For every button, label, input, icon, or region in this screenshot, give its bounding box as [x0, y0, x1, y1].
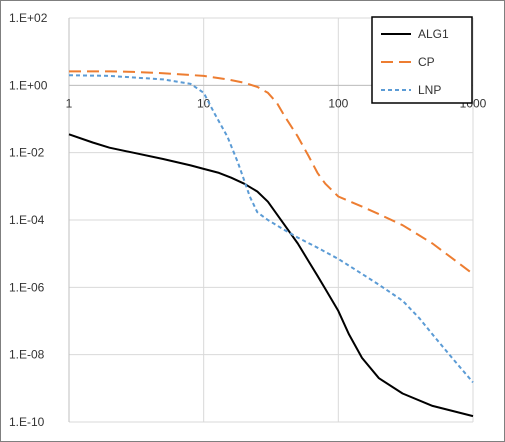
y-tick-label: 1.E-04 — [9, 213, 45, 227]
legend: ALG1 CP LNP — [371, 16, 473, 104]
y-tick-label: 1.E-10 — [9, 415, 45, 429]
series-line-cp — [69, 70, 474, 275]
y-tick-label: 1.E-08 — [9, 348, 45, 362]
legend-box — [371, 16, 473, 104]
series-line-alg1 — [68, 133, 474, 418]
x-tick-label: 1 — [66, 96, 73, 110]
y-tick-labels: 1.E+02 1.E+00 1.E-02 1.E-04 1.E-06 1.E-08 1.E-… — [9, 11, 48, 429]
x-tick-label: 100 — [328, 96, 348, 110]
legend-label-alg1: ALG1 — [418, 27, 449, 41]
legend-label-lnp: LNP — [418, 83, 441, 97]
legend-label-cp: CP — [418, 55, 435, 69]
series-lines — [68, 70, 474, 418]
series-line-lnp — [68, 74, 474, 384]
x-tick-label: 10 — [197, 96, 211, 110]
y-tick-label: 1.E+00 — [9, 78, 48, 92]
y-tick-label: 1.E+02 — [9, 11, 48, 25]
y-tick-label: 1.E-06 — [9, 280, 45, 294]
y-tick-label: 1.E-02 — [9, 146, 45, 160]
